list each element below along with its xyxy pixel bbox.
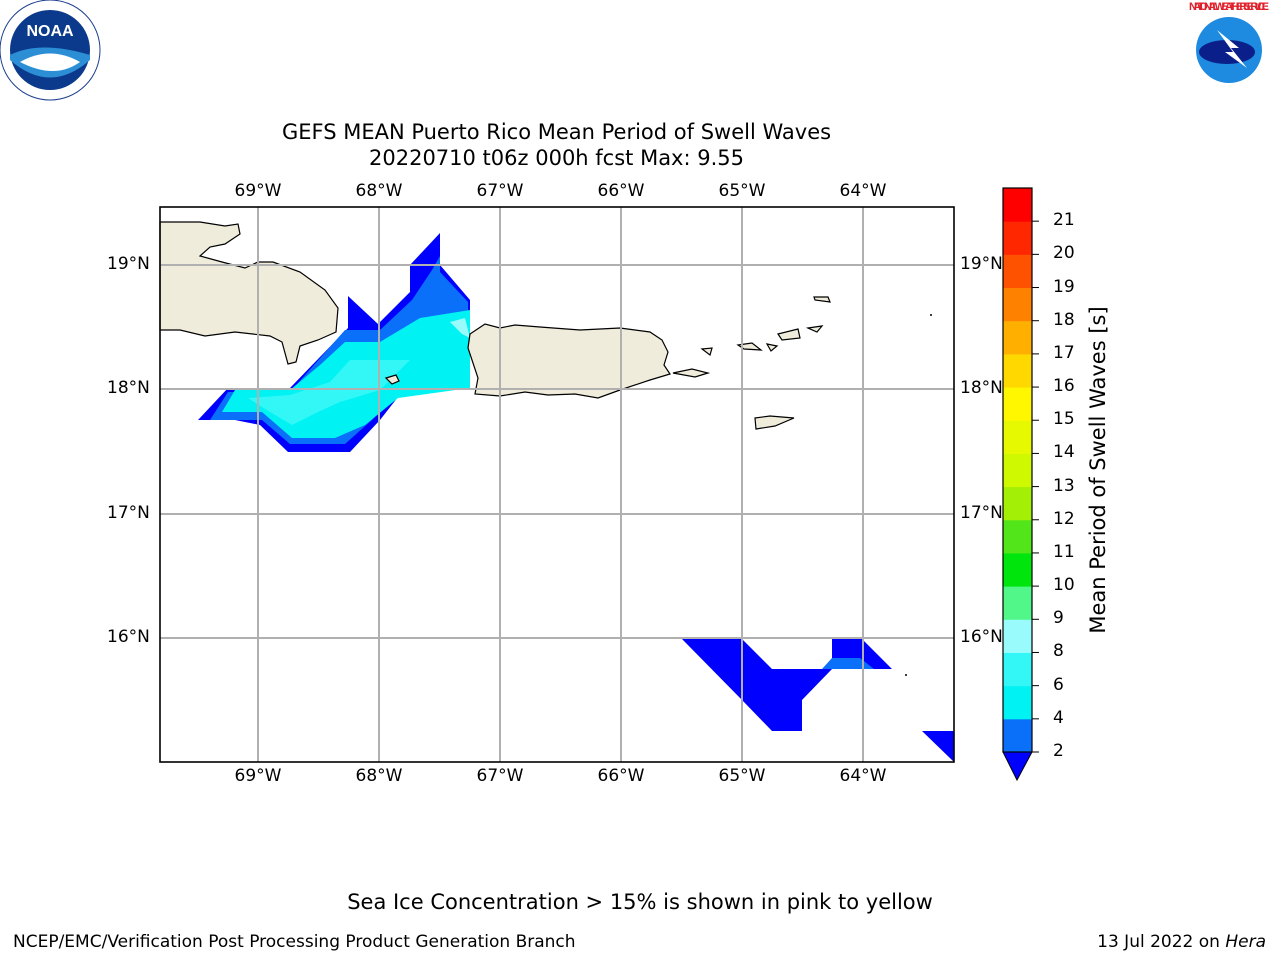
lat-label-right: 19°N bbox=[960, 254, 1003, 274]
colorbar bbox=[1002, 187, 1039, 782]
lon-label-bottom: 65°W bbox=[718, 766, 766, 786]
colorbar-tick-label: 14 bbox=[1053, 442, 1075, 463]
footer-host: Hera bbox=[1225, 932, 1266, 952]
colorbar-segment bbox=[1003, 652, 1032, 687]
colorbar-tick-label: 18 bbox=[1053, 309, 1075, 330]
lon-label-top: 64°W bbox=[839, 181, 887, 201]
colorbar-frame bbox=[1002, 187, 1033, 753]
colorbar-ticks bbox=[1032, 220, 1039, 753]
lat-label-right: 17°N bbox=[960, 503, 1003, 523]
sombrero-islet bbox=[930, 314, 932, 316]
colorbar-tick-label: 19 bbox=[1053, 276, 1075, 297]
lon-label-bottom: 68°W bbox=[355, 766, 403, 786]
noaa-logo-text: NOAA bbox=[26, 23, 74, 40]
colorbar-segment bbox=[1003, 320, 1032, 355]
lat-label-right: 16°N bbox=[960, 627, 1003, 647]
lon-label-top: 66°W bbox=[597, 181, 645, 201]
colorbar-segment bbox=[1003, 519, 1032, 554]
lon-label-top: 69°W bbox=[234, 181, 282, 201]
st-john-island bbox=[765, 343, 779, 352]
lat-label-left: 17°N bbox=[107, 503, 150, 523]
colorbar-segment bbox=[1003, 221, 1032, 255]
swell-region-south-2to4 bbox=[822, 658, 874, 669]
st-croix-island bbox=[754, 415, 795, 430]
anegada-island bbox=[813, 296, 831, 303]
colorbar-under-triangle bbox=[1002, 751, 1033, 782]
lat-label-left: 19°N bbox=[107, 254, 150, 274]
colorbar-tick-label: 17 bbox=[1053, 342, 1075, 363]
lat-label-left: 18°N bbox=[107, 378, 150, 398]
colorbar-tick-label: 12 bbox=[1053, 508, 1075, 529]
lon-label-top: 67°W bbox=[476, 181, 524, 201]
colorbar-tick-label: 15 bbox=[1053, 409, 1075, 430]
virgin-gorda-island bbox=[805, 325, 824, 333]
map-frame bbox=[159, 206, 955, 763]
colorbar-tick-label: 9 bbox=[1053, 608, 1064, 629]
colorbar-segment bbox=[1003, 586, 1032, 620]
footer-date: 13 Jul 2022 on Hera bbox=[1097, 932, 1266, 952]
landmasses bbox=[159, 221, 831, 430]
lon-label-bottom: 66°W bbox=[597, 766, 645, 786]
colorbar-tick-label: 4 bbox=[1053, 707, 1064, 728]
colorbar-segment bbox=[1003, 353, 1032, 388]
colorbar-tick-label: 6 bbox=[1053, 674, 1064, 695]
swell-region-west-6to8 bbox=[248, 360, 410, 425]
colorbar-segment bbox=[1003, 552, 1032, 587]
colorbar-tick-label: 8 bbox=[1053, 641, 1064, 662]
colorbar-segment bbox=[1003, 685, 1032, 720]
swell-region-southeast bbox=[922, 731, 954, 762]
colorbar-segment bbox=[1003, 486, 1032, 521]
chart-subtitle: 20220710 t06z 000h fcst Max: 9.55 bbox=[369, 146, 744, 170]
colorbar-segment bbox=[1003, 387, 1032, 421]
noaa-logo: NOAA bbox=[0, 0, 101, 101]
colorbar-segments bbox=[1003, 188, 1032, 753]
colorbar-title: Mean Period of Swell Waves [s] bbox=[1086, 306, 1110, 634]
colorbar-tick-label: 13 bbox=[1053, 475, 1075, 496]
swell-region-west-8to9 bbox=[450, 318, 470, 338]
vieques-island bbox=[672, 368, 711, 378]
hispaniola-land bbox=[159, 221, 339, 365]
nws-logo: NATIONAL WEATHER SERVICE bbox=[1183, 1, 1275, 96]
nws-logo-text: NATIONAL WEATHER SERVICE bbox=[1189, 1, 1269, 13]
footer-credit: NCEP/EMC/Verification Post Processing Pr… bbox=[13, 932, 576, 952]
colorbar-segment bbox=[1003, 287, 1032, 322]
saba-islet bbox=[905, 674, 907, 676]
lon-label-top: 65°W bbox=[718, 181, 766, 201]
colorbar-segment bbox=[1003, 254, 1032, 289]
colorbar-tick-label: 21 bbox=[1053, 210, 1075, 231]
colorbar-segment bbox=[1003, 188, 1032, 222]
tortola-island bbox=[777, 328, 801, 341]
colorbar-segment bbox=[1003, 420, 1032, 454]
puerto-rico-land bbox=[467, 323, 671, 399]
lat-label-right: 18°N bbox=[960, 378, 1003, 398]
sea-ice-note: Sea Ice Concentration > 15% is shown in … bbox=[347, 890, 933, 914]
colorbar-segment bbox=[1003, 619, 1032, 653]
footer-date-text: 13 Jul 2022 on bbox=[1097, 932, 1226, 952]
graticule bbox=[160, 207, 954, 762]
colorbar-tick-label: 11 bbox=[1053, 541, 1075, 562]
mona-island bbox=[384, 374, 400, 385]
colorbar-tick-label: 20 bbox=[1053, 243, 1075, 264]
colorbar-tick-label: 10 bbox=[1053, 575, 1075, 596]
lat-label-left: 16°N bbox=[107, 627, 150, 647]
culebra-island bbox=[700, 347, 713, 357]
swell-contours bbox=[198, 233, 954, 762]
colorbar-tick-label: 16 bbox=[1053, 376, 1075, 397]
swell-region-south bbox=[682, 639, 892, 731]
chart-title: GEFS MEAN Puerto Rico Mean Period of Swe… bbox=[281, 120, 832, 144]
colorbar-tick-label: 2 bbox=[1053, 741, 1064, 761]
lon-label-top: 68°W bbox=[355, 181, 403, 201]
lon-label-bottom: 64°W bbox=[839, 766, 887, 786]
colorbar-segment bbox=[1003, 453, 1032, 488]
lon-label-bottom: 69°W bbox=[234, 766, 282, 786]
colorbar-segment bbox=[1003, 718, 1032, 753]
lon-label-bottom: 67°W bbox=[476, 766, 524, 786]
